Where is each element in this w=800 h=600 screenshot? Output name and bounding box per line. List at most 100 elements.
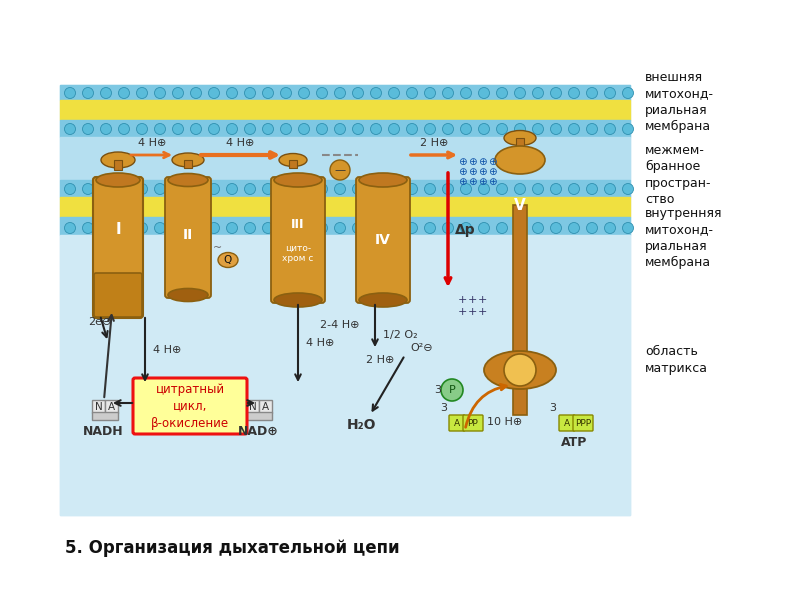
Text: ⊕: ⊕: [478, 167, 486, 177]
Circle shape: [425, 88, 435, 98]
Circle shape: [461, 124, 471, 134]
Circle shape: [353, 223, 363, 233]
Bar: [92, 412, 118, 420]
Circle shape: [245, 124, 255, 134]
Circle shape: [281, 184, 291, 194]
FancyBboxPatch shape: [573, 415, 593, 431]
Text: ⊕: ⊕: [488, 177, 496, 187]
Circle shape: [389, 88, 399, 98]
Bar: [60, 137, 630, 180]
Circle shape: [262, 124, 274, 134]
Circle shape: [550, 88, 562, 98]
Text: 4 H⊕: 4 H⊕: [138, 138, 166, 148]
Circle shape: [370, 124, 382, 134]
Text: межмем-
бранное
простран-
ство: межмем- бранное простран- ство: [645, 143, 711, 206]
Circle shape: [514, 88, 526, 98]
Text: +: +: [467, 307, 477, 317]
Circle shape: [389, 184, 399, 194]
Text: H₂O: H₂O: [347, 418, 377, 432]
Text: внутренняя
митохонд-
риальная
мембрана: внутренняя митохонд- риальная мембрана: [645, 206, 722, 269]
Bar: [60, 85, 630, 100]
Circle shape: [190, 223, 202, 233]
Circle shape: [281, 88, 291, 98]
Text: +: +: [467, 295, 477, 305]
Circle shape: [137, 88, 147, 98]
Bar: [246, 400, 259, 413]
Circle shape: [298, 124, 310, 134]
Text: 4 H⊕: 4 H⊕: [153, 345, 182, 355]
Circle shape: [605, 223, 615, 233]
Text: 1/2 O₂: 1/2 O₂: [382, 330, 418, 340]
Text: N: N: [249, 401, 256, 412]
Circle shape: [425, 184, 435, 194]
Circle shape: [478, 184, 490, 194]
Circle shape: [622, 184, 634, 194]
Circle shape: [550, 184, 562, 194]
Circle shape: [330, 160, 350, 180]
Ellipse shape: [218, 253, 238, 268]
Circle shape: [353, 88, 363, 98]
Text: A: A: [108, 401, 115, 412]
Circle shape: [334, 223, 346, 233]
Text: II: II: [183, 228, 193, 242]
Circle shape: [605, 88, 615, 98]
Text: 2e⊖: 2e⊖: [88, 317, 112, 327]
Circle shape: [190, 88, 202, 98]
Circle shape: [65, 124, 75, 134]
FancyBboxPatch shape: [449, 415, 465, 431]
Text: 3: 3: [434, 385, 441, 395]
Ellipse shape: [359, 173, 407, 187]
Text: +: +: [458, 307, 466, 317]
Circle shape: [262, 88, 274, 98]
Circle shape: [137, 124, 147, 134]
FancyBboxPatch shape: [559, 415, 575, 431]
Bar: [60, 217, 630, 235]
Bar: [516, 138, 524, 146]
Bar: [60, 180, 630, 197]
Text: NAD⊕: NAD⊕: [238, 425, 278, 438]
Circle shape: [137, 184, 147, 194]
Circle shape: [154, 223, 166, 233]
Text: +: +: [458, 295, 466, 305]
Text: —: —: [334, 165, 346, 175]
Text: ⊕: ⊕: [478, 157, 486, 167]
Ellipse shape: [96, 173, 140, 187]
Text: PPP: PPP: [575, 419, 591, 427]
Bar: [60, 120, 630, 137]
Circle shape: [441, 379, 463, 401]
Circle shape: [461, 184, 471, 194]
Text: ⊕: ⊕: [458, 167, 466, 177]
Circle shape: [406, 88, 418, 98]
Bar: [513, 205, 527, 415]
Circle shape: [118, 184, 130, 194]
Text: A: A: [262, 401, 269, 412]
Circle shape: [245, 223, 255, 233]
Circle shape: [478, 88, 490, 98]
Ellipse shape: [495, 146, 545, 174]
Circle shape: [226, 223, 238, 233]
Circle shape: [226, 184, 238, 194]
Circle shape: [586, 88, 598, 98]
Text: 4 H⊕: 4 H⊕: [226, 138, 254, 148]
Bar: [60, 235, 630, 515]
Circle shape: [298, 88, 310, 98]
Circle shape: [101, 124, 111, 134]
Text: V: V: [514, 197, 526, 212]
Text: 3: 3: [550, 403, 557, 413]
Circle shape: [461, 223, 471, 233]
Circle shape: [101, 88, 111, 98]
Circle shape: [569, 124, 579, 134]
FancyBboxPatch shape: [133, 378, 247, 434]
Text: 4 H⊕: 4 H⊕: [306, 338, 334, 348]
Circle shape: [533, 124, 543, 134]
Circle shape: [82, 184, 94, 194]
Bar: [184, 160, 192, 168]
Ellipse shape: [274, 173, 322, 187]
Text: I: I: [115, 223, 121, 238]
Text: O²⊖: O²⊖: [410, 343, 434, 353]
Bar: [289, 160, 297, 168]
Text: ⊕: ⊕: [488, 157, 496, 167]
Circle shape: [622, 223, 634, 233]
Text: ⊕: ⊕: [458, 157, 466, 167]
Circle shape: [406, 223, 418, 233]
